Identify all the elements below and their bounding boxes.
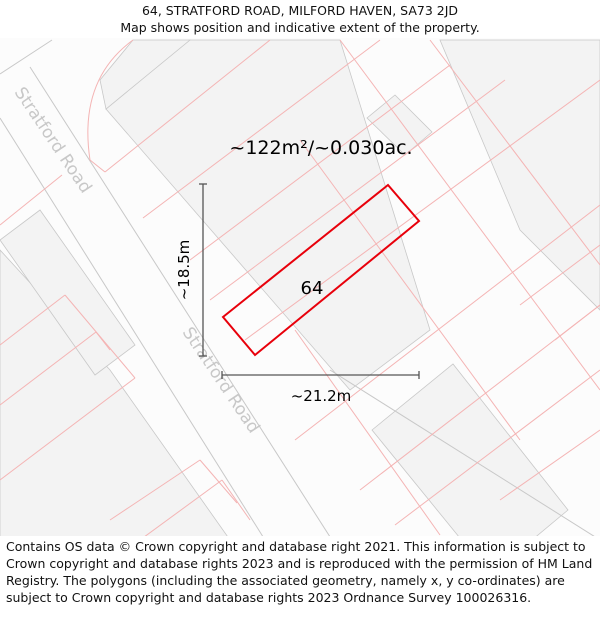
height-dimension-line [199,183,207,357]
width-dimension-label: ~21.2m [291,387,352,405]
plot-number-label: 64 [301,278,324,299]
area-label: ~122m²/~0.030ac. [229,137,412,159]
height-dimension-label: ~18.5m [175,240,193,301]
road-label-stratford-north: Stratford Road [10,84,96,198]
building-footprints [0,39,600,536]
parcel-boundaries [0,39,600,536]
property-map[interactable]: Stratford Road Stratford Road ~122m²/~0.… [0,38,600,536]
property-address-title: 64, STRATFORD ROAD, MILFORD HAVEN, SA73 … [141,3,459,18]
subject-property-outline[interactable] [221,183,421,357]
copyright-attribution: Contains OS data © Crown copyright and d… [6,539,593,605]
road-label-stratford-south: Stratford Road [178,324,264,438]
road-edges [0,39,595,536]
map-subtitle: Map shows position and indicative extent… [120,20,480,35]
map-canvas: Stratford Road Stratford Road ~122m²/~0.… [0,39,600,536]
width-dimension-line [221,371,420,379]
map-header: 64, STRATFORD ROAD, MILFORD HAVEN, SA73 … [0,0,600,40]
